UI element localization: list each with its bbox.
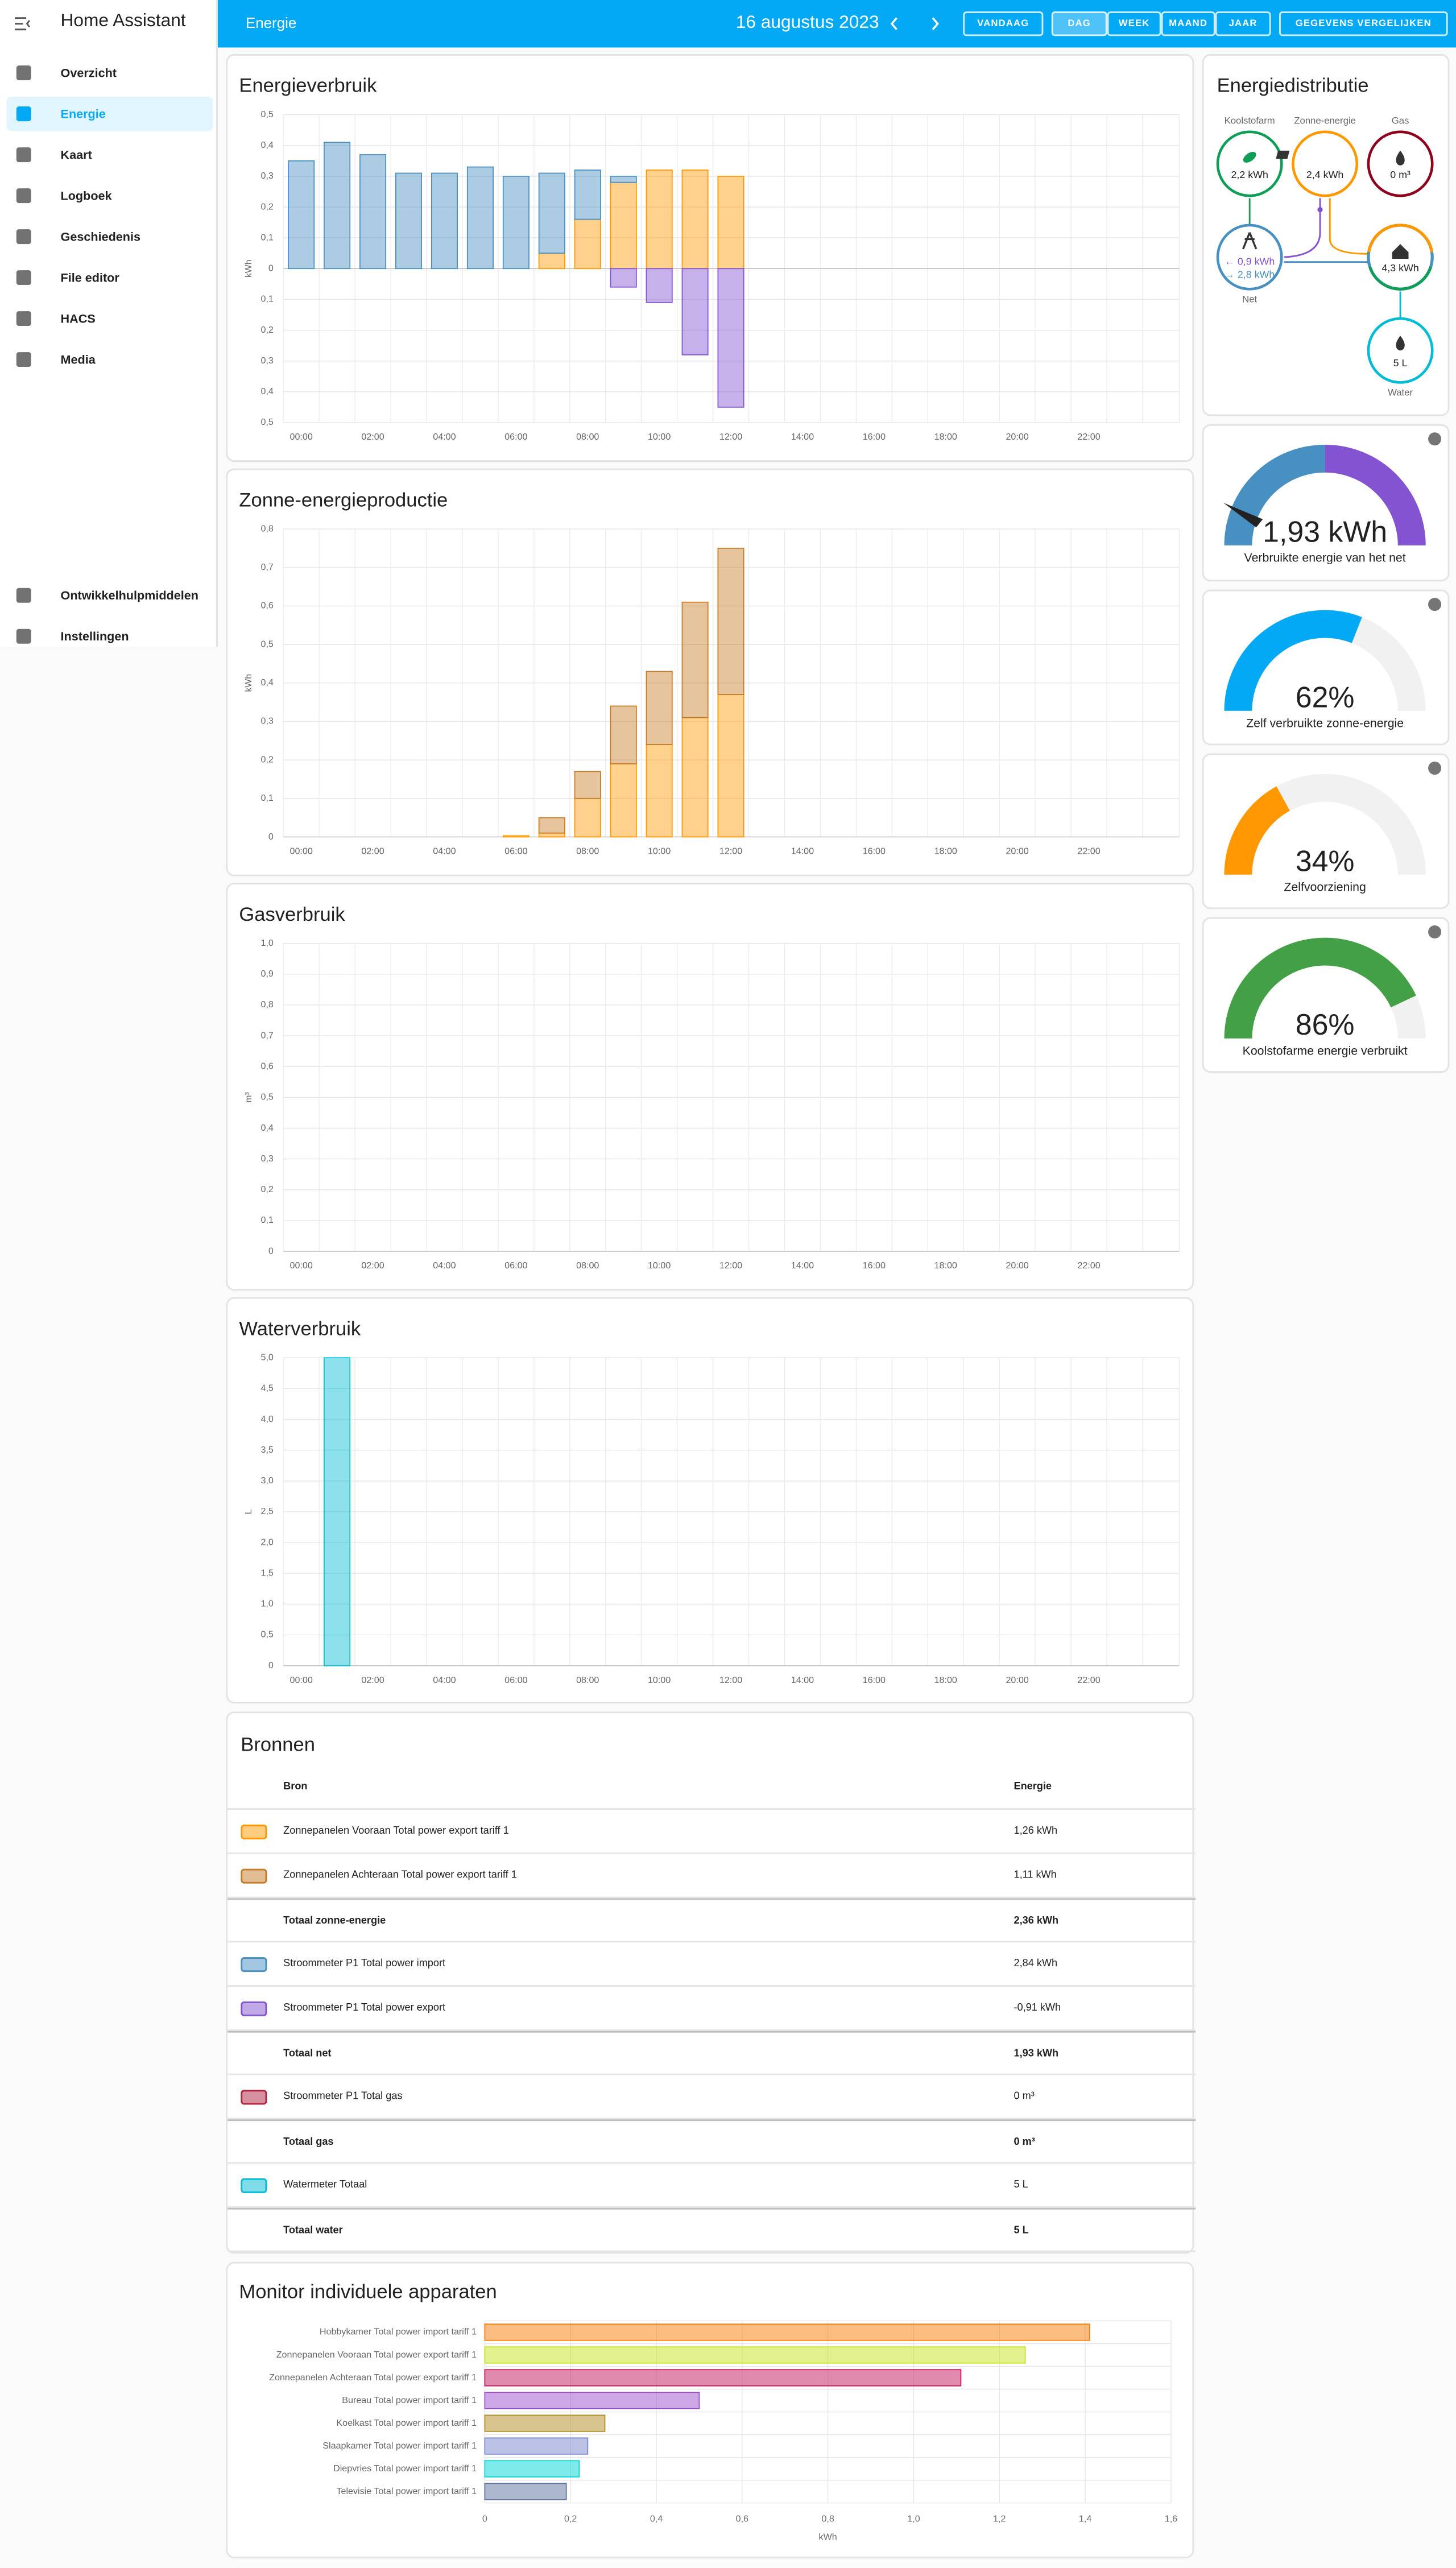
distribution-card	[1202, 54, 1450, 416]
period-button[interactable]: MAAND	[1161, 11, 1215, 36]
sidebar-label: File editor	[60, 270, 119, 286]
page-title: Energie	[245, 14, 297, 31]
source-value: 5 L	[1014, 2224, 1029, 2236]
source-value: 1,26 kWh	[1014, 1825, 1058, 1837]
sidebar-label: HACS	[60, 311, 96, 326]
table-row: Watermeter Totaal 5 L	[228, 2164, 1196, 2208]
source-value: 0 m³	[1014, 2136, 1035, 2148]
sidebar: Home Assistant Overzicht Energie Kaart Logb…	[0, 0, 218, 647]
solar-card	[226, 468, 1194, 876]
table-row: Stroommeter P1 Total power export -0,91 k…	[228, 1987, 1196, 2031]
table-row: Stroommeter P1 Total gas 0 m³	[228, 2075, 1196, 2120]
source-value: 1,93 kWh	[1014, 2047, 1059, 2059]
gauge-card	[1202, 589, 1450, 746]
column-header: Bron	[283, 1781, 308, 1793]
sidebar-icon	[16, 188, 31, 204]
sidebar-item[interactable]: Overzicht	[7, 56, 213, 90]
source-name: Totaal gas	[283, 2136, 334, 2148]
devices-card	[226, 2261, 1194, 2558]
menu-icon[interactable]	[14, 16, 31, 31]
card-title: Bronnen	[241, 1732, 315, 1756]
source-value: 2,36 kWh	[1014, 1914, 1059, 1926]
previous-button[interactable]	[890, 16, 899, 31]
column-header: Energie	[1014, 1781, 1052, 1793]
sidebar-item[interactable]: Logboek	[7, 179, 213, 213]
period-button[interactable]: DAG	[1051, 11, 1107, 36]
table-header: Bron Energie	[228, 1765, 1196, 1810]
sidebar-item[interactable]: Energie	[6, 96, 213, 131]
sidebar-icon	[16, 628, 31, 644]
source-value: 1,11 kWh	[1014, 1870, 1057, 1881]
sidebar-item[interactable]: Instellingen	[7, 619, 213, 654]
gauge-card	[1202, 753, 1450, 909]
top-bar: Energie 16 augustus 2023 VANDAAG DAG WEEK M…	[217, 0, 1456, 48]
source-name: Stroommeter P1 Total gas	[283, 2090, 403, 2103]
source-name: Stroommeter P1 Total power export	[283, 2002, 446, 2014]
sidebar-icon	[16, 147, 31, 163]
source-name: Totaal zonne-energie	[283, 1914, 386, 1926]
energy-usage-card	[226, 54, 1194, 462]
date-label: 16 augustus 2023	[735, 13, 879, 33]
next-button[interactable]	[930, 16, 940, 31]
source-name: Totaal net	[283, 2047, 332, 2059]
sidebar-icon	[16, 229, 31, 245]
sidebar-icon	[16, 352, 31, 367]
total-row: Totaal zonne-energie 2,36 kWh	[228, 1898, 1196, 1943]
sidebar-icon	[16, 311, 31, 326]
color-swatch	[241, 1868, 267, 1884]
sidebar-label: Logboek	[60, 188, 112, 204]
color-swatch	[241, 2178, 267, 2193]
period-button[interactable]: VANDAAG	[963, 11, 1044, 36]
source-name: Watermeter Totaal	[283, 2179, 367, 2191]
color-swatch	[241, 1824, 267, 1839]
sidebar-item[interactable]: File editor	[7, 260, 213, 295]
color-swatch	[241, 1957, 267, 1972]
sidebar-label: Overzicht	[60, 65, 117, 81]
sidebar-label: Ontwikkelhulpmiddelen	[60, 588, 198, 603]
sidebar-label: Media	[60, 352, 96, 367]
table-row: Zonnepanelen Vooraan Total power export …	[228, 1810, 1196, 1854]
app-title: Home Assistant	[60, 11, 186, 31]
sidebar-label: Geschiedenis	[60, 229, 141, 245]
sidebar-item[interactable]: Media	[7, 342, 213, 377]
sources-card: Bronnen Bron Energie Zonnepanelen Vooraan …	[226, 1711, 1196, 2254]
sidebar-icon	[16, 106, 31, 122]
sidebar-label: Kaart	[60, 147, 92, 163]
sidebar-label: Instellingen	[60, 628, 129, 644]
sidebar-icon	[16, 588, 31, 603]
total-row: Totaal water 5 L	[228, 2207, 1196, 2252]
source-name: Stroommeter P1 Total power import	[283, 1958, 446, 1970]
source-value: 2,84 kWh	[1014, 1958, 1058, 1970]
period-button[interactable]: WEEK	[1107, 11, 1161, 36]
total-row: Totaal net 1,93 kWh	[228, 2031, 1196, 2075]
table-row: Stroommeter P1 Total power import 2,84 kW…	[228, 1942, 1196, 1987]
source-value: 0 m³	[1014, 2090, 1035, 2103]
total-row: Totaal gas 0 m³	[228, 2119, 1196, 2164]
sidebar-item[interactable]: Ontwikkelhulpmiddelen	[7, 578, 213, 613]
color-swatch	[241, 2090, 267, 2105]
source-name: Zonnepanelen Vooraan Total power export …	[283, 1825, 509, 1837]
table-row: Zonnepanelen Achteraan Total power expor…	[228, 1854, 1196, 1899]
source-name: Zonnepanelen Achteraan Total power expor…	[283, 1870, 517, 1881]
color-swatch	[241, 2001, 267, 2016]
gauge-card	[1202, 424, 1450, 582]
sidebar-icon	[16, 270, 31, 286]
water-card	[226, 1297, 1194, 1703]
sidebar-item[interactable]: HACS	[7, 301, 213, 336]
gas-card	[226, 883, 1194, 1291]
period-button[interactable]: JAAR	[1215, 11, 1271, 36]
period-button[interactable]: GEGEVENS VERGELIJKEN	[1279, 11, 1448, 36]
sidebar-label: Energie	[60, 106, 106, 122]
source-value: 5 L	[1014, 2179, 1028, 2191]
sidebar-icon	[16, 65, 31, 81]
sidebar-item[interactable]: Geschiedenis	[7, 220, 213, 254]
sidebar-item[interactable]: Kaart	[7, 138, 213, 172]
source-value: -0,91 kWh	[1014, 2002, 1061, 2014]
gauge-card	[1202, 917, 1450, 1073]
source-name: Totaal water	[283, 2224, 343, 2236]
